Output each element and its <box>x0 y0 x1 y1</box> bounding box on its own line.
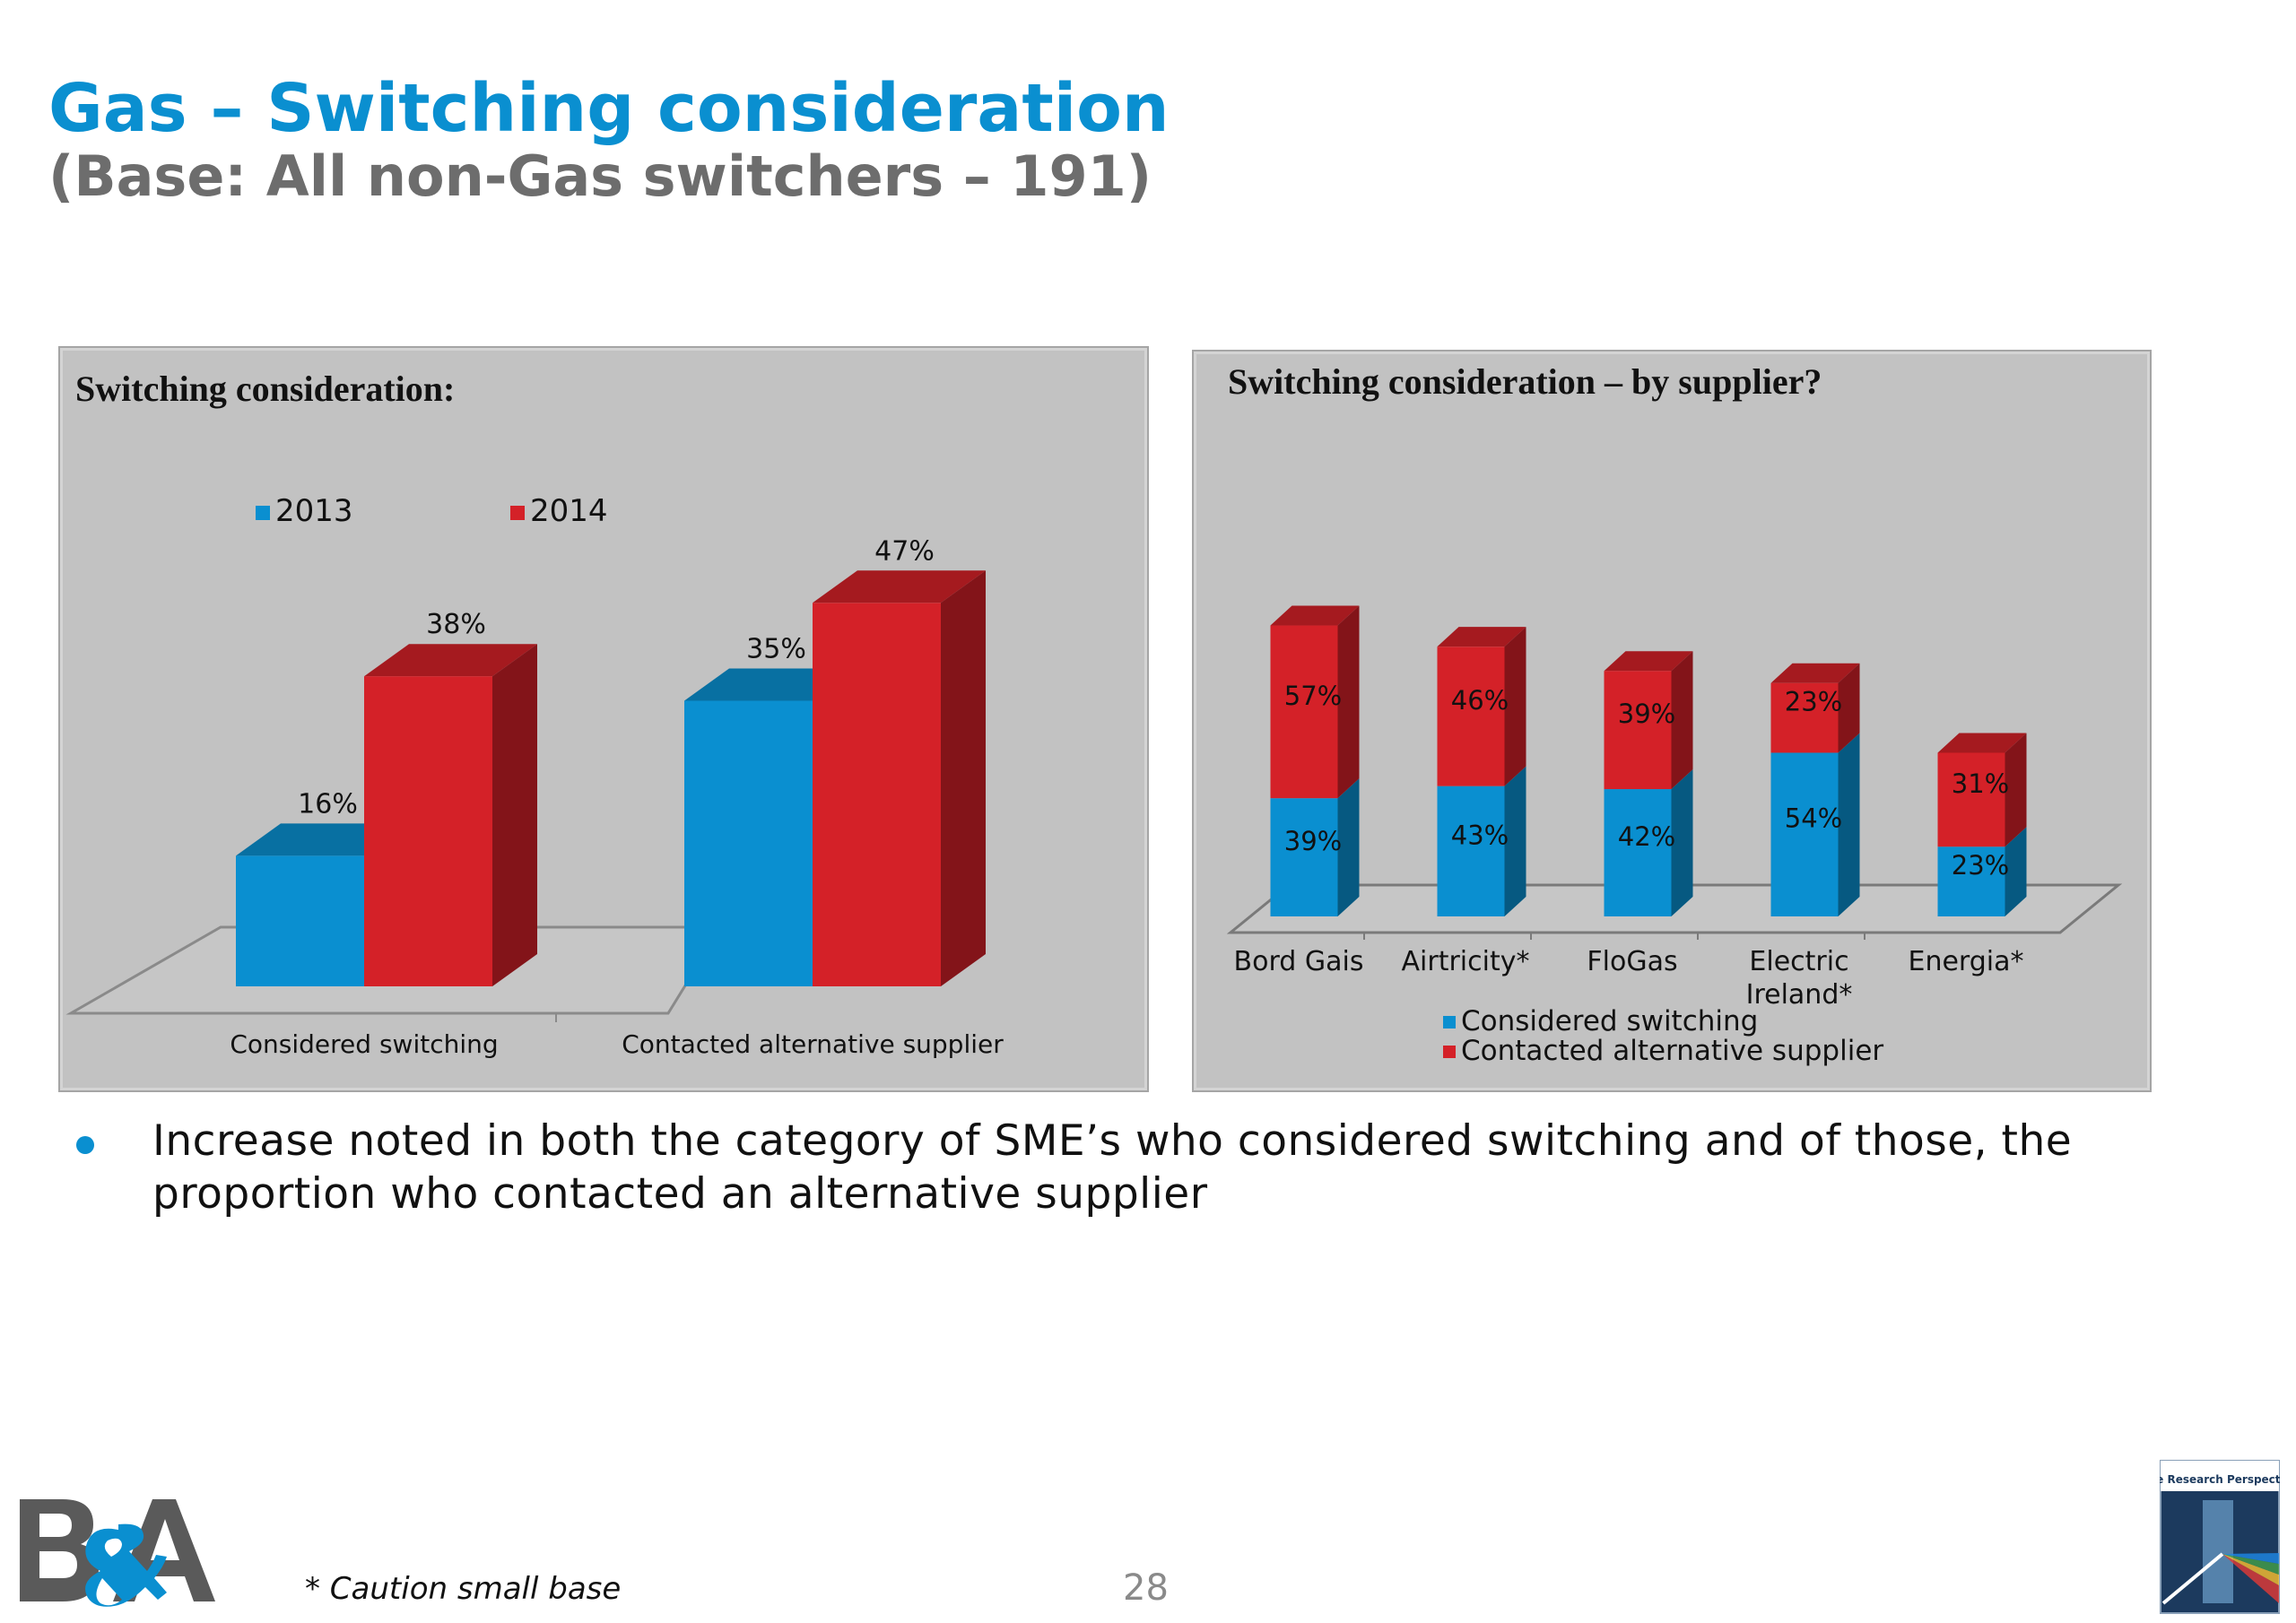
bar-2014-considered-switching <box>364 676 492 986</box>
legend-label-considered-switching: Considered switching <box>1461 1005 1758 1037</box>
category-label-airtricity: Airtricity* <box>1402 946 1530 977</box>
bar-segment-contacted-alternative-supplier-bord-gais <box>1270 625 1338 799</box>
category-label-electric-ireland: Electric Ireland* <box>1746 946 1853 1011</box>
bullet-text: Increase noted in both the category of S… <box>152 1116 2073 1219</box>
logo-light-beam <box>2161 1552 2224 1605</box>
category-label-line: Ireland* <box>1746 979 1853 1011</box>
logo-prism <box>2203 1500 2233 1603</box>
legend-swatch-contacted-alternative-supplier <box>1443 1046 1456 1058</box>
bar-segment-considered-switching-energia <box>1937 846 2005 916</box>
data-label-considered-switching-airtricity: 43% <box>1451 820 1509 850</box>
data-label-2013-contacted-alternative-supplier: 35% <box>746 634 806 665</box>
data-label-considered-switching-bord-gais: 39% <box>1284 826 1342 856</box>
bar-segment-considered-switching-flogas <box>1604 789 1672 916</box>
logo-spectrum-blue <box>2222 1553 2279 1564</box>
bar-segment-contacted-alternative-supplier-energia <box>1937 752 2005 847</box>
data-label-2013-considered-switching: 16% <box>298 788 358 820</box>
bar-segment-contacted-alternative-supplier-electric-ireland <box>1770 682 1839 753</box>
bar-segment-contacted-alternative-supplier-airtricity-top <box>1437 627 1526 647</box>
bar-segment-contacted-alternative-supplier-electric-ireland-top <box>1770 663 1860 683</box>
bar-segment-contacted-alternative-supplier-flogas-side <box>1671 651 1693 790</box>
logo-spectrum-yellow <box>2222 1554 2279 1585</box>
legend-label-contacted-alternative-supplier: Contacted alternative supplier <box>1461 1035 1883 1067</box>
bar-segment-considered-switching-electric-ireland <box>1770 752 1839 916</box>
bar-2014-contacted-alternative-supplier-top <box>813 570 986 603</box>
bar-segment-contacted-alternative-supplier-energia-top <box>1937 733 2027 753</box>
caution-note: * Caution small base <box>305 1571 622 1607</box>
logo-spectrum-green <box>2222 1554 2279 1575</box>
chart-title-overall: Switching consideration: <box>75 369 456 409</box>
data-label-contacted-alternative-supplier-flogas: 39% <box>1618 699 1675 729</box>
data-label-contacted-alternative-supplier-energia: 31% <box>1952 768 2009 799</box>
data-label-considered-switching-flogas: 42% <box>1618 821 1675 852</box>
data-label-contacted-alternative-supplier-bord-gais: 57% <box>1284 681 1342 711</box>
bar-segment-considered-switching-flogas-side <box>1671 769 1693 916</box>
bar-2014-contacted-alternative-supplier-side <box>941 570 986 986</box>
logo-spectrum-red <box>2222 1554 2279 1603</box>
category-label-considered-switching: Considered switching <box>230 1029 498 1059</box>
category-label-energia: Energia* <box>1909 946 2024 977</box>
data-label-2014-considered-switching: 38% <box>426 609 486 640</box>
chart-panel-by-supplier: Switching consideration – by supplier? 3… <box>1192 350 2152 1092</box>
data-label-considered-switching-energia: 23% <box>1952 850 2009 881</box>
category-label-flogas: FloGas <box>1587 946 1677 977</box>
bar-segment-considered-switching-bord-gais-side <box>1337 778 1360 916</box>
legend-label-2013: 2013 <box>275 493 353 529</box>
page-subtitle: (Base: All non-Gas switchers – 191) <box>48 143 1152 209</box>
bar-segment-considered-switching-airtricity-side <box>1504 766 1526 916</box>
ba-logo <box>20 1499 215 1607</box>
ba-logo-letters <box>20 1499 215 1607</box>
bar-chart-overall: 2013 2014 16% 38% Considered switching 35% 47%… <box>65 493 1004 1059</box>
bar-segment-contacted-alternative-supplier-bord-gais-side <box>1337 605 1360 799</box>
category-label-line: Electric <box>1749 946 1848 977</box>
bar-segment-contacted-alternative-supplier-airtricity <box>1437 647 1505 786</box>
research-perspective-logo: The Research Perspective <box>2160 1460 2280 1614</box>
category-label-contacted-alternative-supplier: Contacted alternative supplier <box>622 1029 1004 1059</box>
legend-label-2014: 2014 <box>530 493 608 529</box>
bar-segment-contacted-alternative-supplier-energia-side <box>2005 733 2027 847</box>
category-label-bord-gais: Bord Gais <box>1234 946 1364 977</box>
data-label-contacted-alternative-supplier-airtricity: 46% <box>1451 685 1509 716</box>
bar-2014-considered-switching-top <box>364 644 537 677</box>
bar-2013-contacted-alternative-supplier <box>684 700 813 986</box>
bar-segment-contacted-alternative-supplier-flogas-top <box>1604 651 1693 672</box>
legend-swatch-considered-switching <box>1443 1016 1456 1028</box>
chart-title-by-supplier: Switching consideration – by supplier? <box>1228 361 1822 402</box>
chart-panel-overall: Switching consideration: 2013 2014 16% 38% C… <box>58 346 1149 1092</box>
bar-segment-contacted-alternative-supplier-bord-gais-top <box>1270 605 1360 626</box>
bar-segment-considered-switching-electric-ireland-side <box>1838 733 1860 916</box>
data-label-considered-switching-electric-ireland: 54% <box>1785 803 1842 834</box>
data-label-contacted-alternative-supplier-electric-ireland: 23% <box>1785 687 1842 717</box>
bar-segment-contacted-alternative-supplier-electric-ireland-side <box>1838 663 1860 753</box>
bar-segment-contacted-alternative-supplier-flogas <box>1604 671 1672 790</box>
logo-text: The Research Perspective <box>2160 1473 2280 1486</box>
legend-swatch-2014 <box>510 506 525 520</box>
bar-2014-contacted-alternative-supplier <box>813 603 941 986</box>
legend-swatch-2013 <box>256 506 270 520</box>
logo-header <box>2161 1461 2279 1491</box>
page-number: 28 <box>1123 1567 1169 1609</box>
bar-segment-considered-switching-energia-side <box>2005 827 2027 916</box>
page-title: Gas – Switching consideration <box>48 70 1170 147</box>
data-label-2014-contacted-alternative-supplier: 47% <box>874 535 935 567</box>
bar-segment-contacted-alternative-supplier-airtricity-side <box>1504 627 1526 786</box>
bar-2013-considered-switching <box>236 855 364 986</box>
bar-segment-considered-switching-airtricity <box>1437 785 1505 916</box>
bar-segment-considered-switching-bord-gais <box>1270 798 1338 916</box>
stacked-bar-chart-by-supplier: 39% 57% Bord Gais 43% 46% Airtricity* 42% 39% Fl… <box>1226 605 2123 1067</box>
bullet-icon <box>76 1136 94 1154</box>
bar-2014-considered-switching-side <box>492 644 537 986</box>
